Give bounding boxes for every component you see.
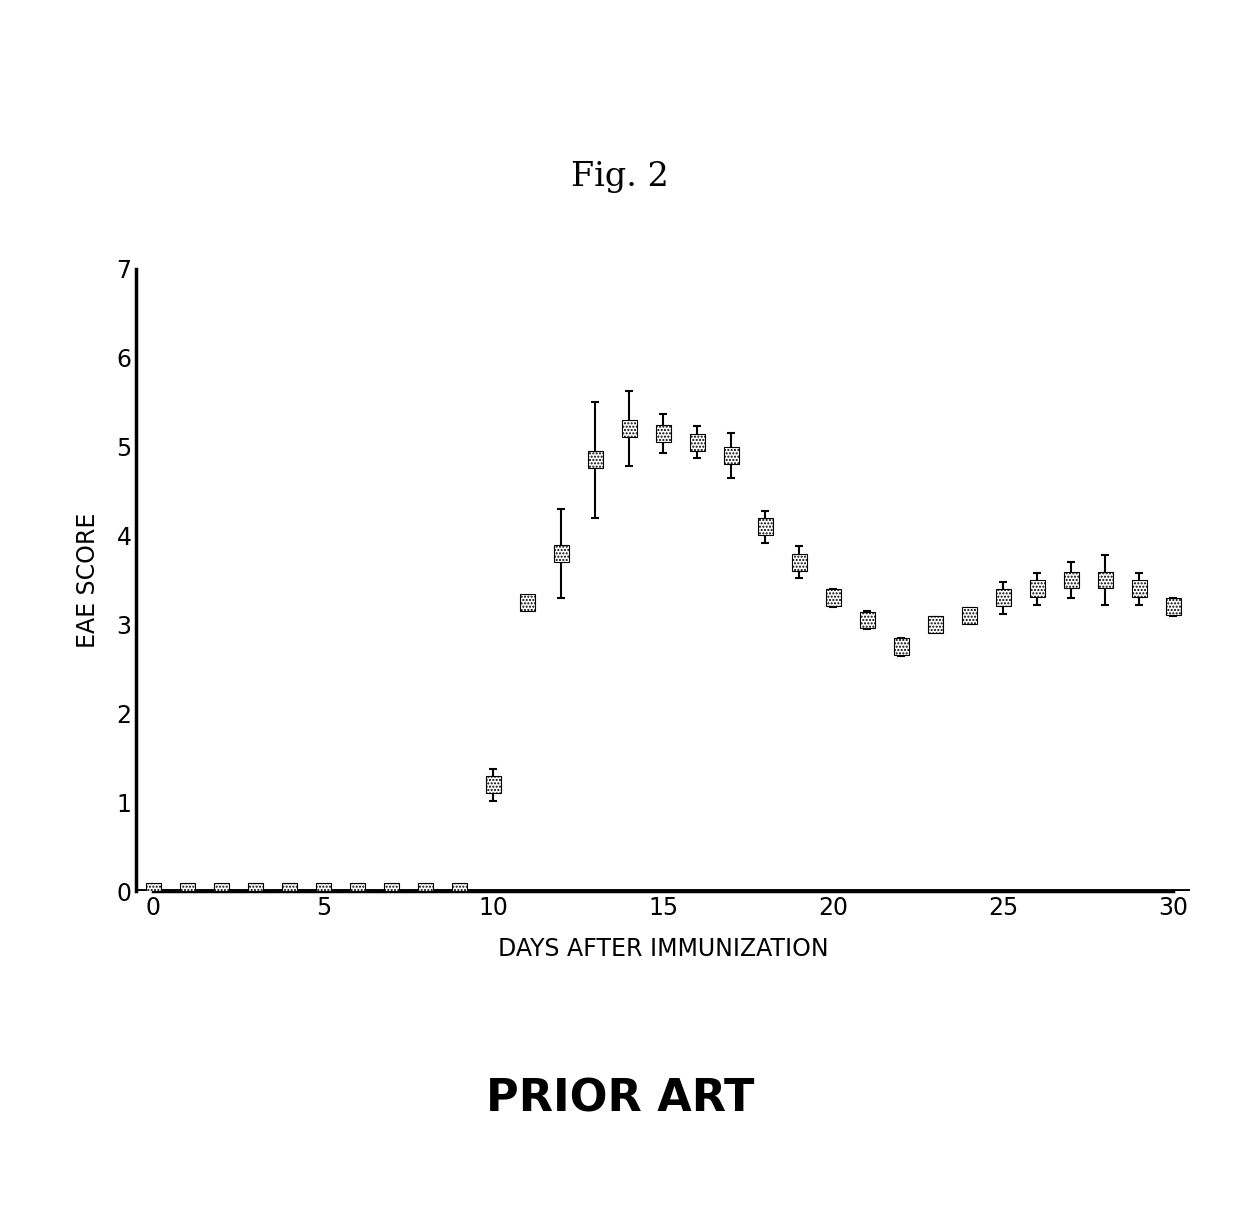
FancyBboxPatch shape	[1030, 580, 1044, 597]
FancyBboxPatch shape	[894, 639, 909, 656]
FancyBboxPatch shape	[861, 612, 874, 629]
FancyBboxPatch shape	[724, 447, 739, 464]
FancyBboxPatch shape	[283, 883, 296, 900]
FancyBboxPatch shape	[248, 883, 263, 900]
FancyBboxPatch shape	[1064, 571, 1079, 589]
FancyBboxPatch shape	[1132, 580, 1147, 597]
FancyBboxPatch shape	[215, 883, 228, 900]
FancyBboxPatch shape	[180, 883, 195, 900]
FancyBboxPatch shape	[554, 545, 568, 562]
FancyBboxPatch shape	[453, 883, 466, 900]
FancyBboxPatch shape	[146, 883, 160, 900]
Text: PRIOR ART: PRIOR ART	[486, 1077, 754, 1121]
FancyBboxPatch shape	[1099, 571, 1112, 589]
FancyBboxPatch shape	[691, 433, 704, 451]
FancyBboxPatch shape	[826, 590, 841, 606]
FancyBboxPatch shape	[792, 554, 806, 570]
FancyBboxPatch shape	[996, 590, 1011, 606]
FancyBboxPatch shape	[962, 607, 977, 624]
FancyBboxPatch shape	[1167, 598, 1180, 615]
FancyBboxPatch shape	[350, 883, 365, 900]
FancyBboxPatch shape	[316, 883, 331, 900]
FancyBboxPatch shape	[588, 452, 603, 469]
FancyBboxPatch shape	[521, 593, 534, 610]
Text: Fig. 2: Fig. 2	[572, 161, 668, 193]
X-axis label: DAYS AFTER IMMUNIZATION: DAYS AFTER IMMUNIZATION	[498, 937, 828, 961]
FancyBboxPatch shape	[384, 883, 398, 900]
FancyBboxPatch shape	[486, 777, 501, 792]
FancyBboxPatch shape	[656, 425, 671, 442]
FancyBboxPatch shape	[418, 883, 433, 900]
FancyBboxPatch shape	[758, 518, 773, 535]
FancyBboxPatch shape	[929, 617, 942, 632]
FancyBboxPatch shape	[622, 420, 636, 437]
Y-axis label: EAE SCORE: EAE SCORE	[76, 513, 99, 647]
